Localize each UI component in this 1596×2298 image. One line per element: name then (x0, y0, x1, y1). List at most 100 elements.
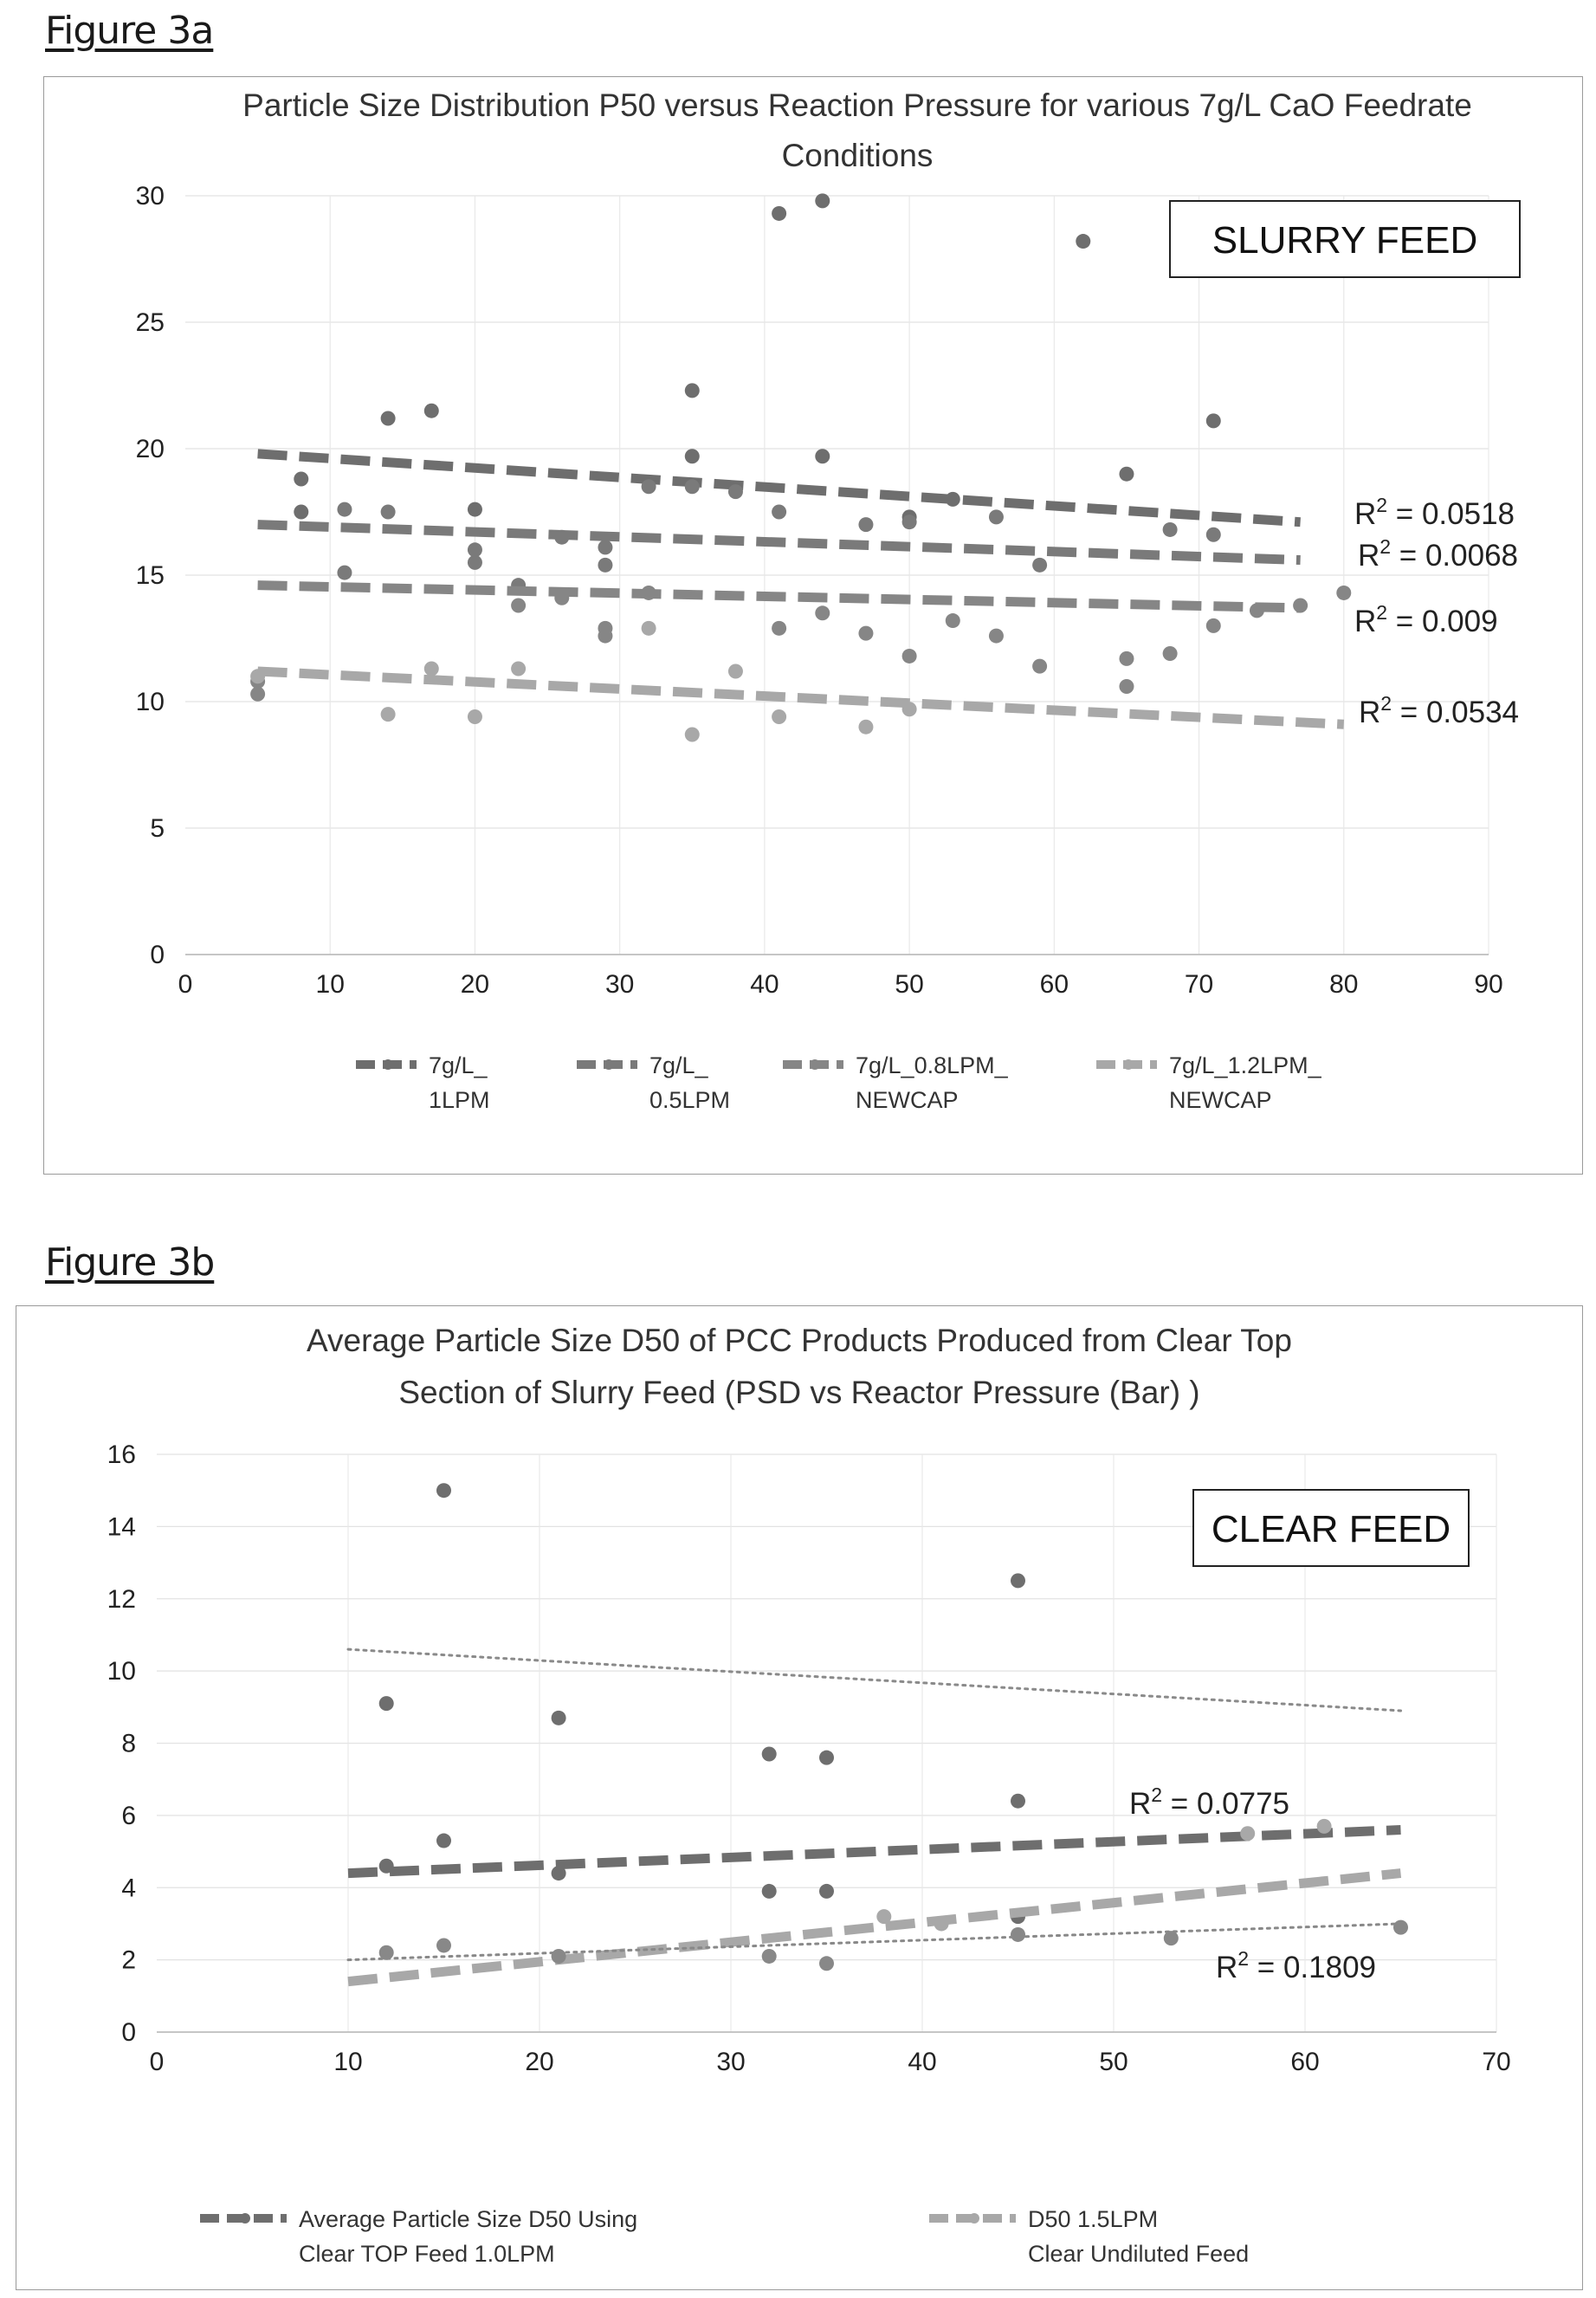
feed-box-label: SLURRY FEED (1212, 219, 1477, 262)
data-point (294, 471, 309, 487)
data-point (641, 479, 656, 495)
data-point (1162, 521, 1178, 537)
data-point (337, 565, 352, 580)
data-point (684, 479, 700, 495)
data-point (1032, 658, 1048, 674)
data-point (761, 1948, 777, 1964)
x-tick-label: 70 (1185, 970, 1213, 999)
data-point (1011, 1793, 1025, 1809)
legend-label: 7g/L_1.2LPM_ (1169, 1052, 1322, 1078)
data-point (945, 613, 960, 629)
legend-label: 7g/L_0.8LPM_ (856, 1052, 1009, 1078)
y-tick-label: 8 (121, 1730, 136, 1758)
data-point (551, 1948, 566, 1964)
data-point (551, 1866, 566, 1881)
data-point (815, 193, 830, 209)
y-tick-label: 12 (107, 1585, 136, 1614)
data-point (1393, 1919, 1408, 1935)
data-point (436, 1483, 451, 1499)
trendline (257, 580, 1301, 613)
x-tick-label: 50 (895, 970, 923, 999)
data-point (598, 620, 613, 636)
legend-marker (383, 1059, 393, 1070)
x-tick-label: 40 (750, 970, 779, 999)
data-point (423, 403, 439, 418)
chart-panel-3a: Particle Size Distribution P50 versus Re… (43, 76, 1583, 1175)
r-squared-label: R2 = 0.0518 (1354, 494, 1515, 531)
legend-label: 1LPM (429, 1087, 490, 1113)
data-point (988, 628, 1004, 644)
x-tick-label: 20 (461, 970, 489, 999)
data-point (1011, 1573, 1025, 1589)
figure-3a-label: Figure 3a (45, 9, 214, 53)
legend-marker (240, 2213, 250, 2224)
data-point (250, 669, 266, 684)
data-point (467, 542, 482, 558)
data-point (761, 1883, 777, 1899)
x-tick-label: 70 (1482, 2048, 1510, 2076)
data-point (337, 502, 352, 517)
legend-marker (969, 2213, 979, 2224)
data-point (378, 1858, 394, 1874)
data-point (1316, 1818, 1332, 1834)
x-tick-label: 10 (316, 970, 345, 999)
data-point (598, 540, 613, 555)
y-tick-label: 10 (136, 688, 165, 716)
legend-label: Average Particle Size D50 Using (299, 2206, 637, 2232)
data-point (554, 590, 570, 605)
data-point (1011, 1926, 1025, 1942)
legend-marker (1123, 1059, 1134, 1070)
data-point (684, 383, 700, 398)
legend-marker (810, 1059, 820, 1070)
data-point (772, 620, 787, 636)
data-point (772, 709, 787, 725)
x-tick-label: 30 (605, 970, 634, 999)
data-point (598, 557, 613, 573)
chart-title-line: Average Particle Size D50 of PCC Product… (307, 1323, 1292, 1358)
y-tick-label: 5 (150, 814, 165, 843)
data-point (772, 504, 787, 520)
data-point (554, 529, 570, 545)
data-point (945, 491, 960, 507)
data-point (250, 686, 266, 702)
data-point (294, 504, 309, 520)
legend-label: Clear Undiluted Feed (1028, 2241, 1249, 2267)
y-tick-label: 25 (136, 308, 165, 337)
data-point (988, 509, 1004, 525)
r-squared-label: R2 = 0.0534 (1359, 692, 1519, 729)
data-point (511, 598, 527, 613)
data-point (1336, 585, 1352, 600)
y-tick-label: 15 (136, 561, 165, 590)
data-point (1119, 651, 1134, 666)
data-point (684, 449, 700, 464)
x-tick-label: 10 (333, 2048, 362, 2076)
x-tick-label: 80 (1329, 970, 1358, 999)
data-point (761, 1746, 777, 1762)
data-point (901, 702, 917, 717)
y-tick-label: 10 (107, 1657, 136, 1686)
data-point (1205, 527, 1221, 542)
data-point (1119, 678, 1134, 694)
data-point (1293, 598, 1308, 613)
data-point (819, 1956, 834, 1971)
y-tick-label: 30 (136, 182, 165, 210)
data-point (1240, 1826, 1256, 1842)
figure-3b-label: Figure 3b (45, 1240, 215, 1285)
x-tick-label: 90 (1474, 970, 1502, 999)
data-point (819, 1750, 834, 1765)
y-tick-label: 4 (121, 1874, 136, 1902)
data-point (1032, 557, 1048, 573)
x-tick-label: 0 (178, 970, 193, 999)
trendline (257, 449, 1301, 528)
r-squared-label: R2 = 0.0775 (1129, 1783, 1289, 1821)
data-point (901, 515, 917, 530)
chart-title-line: Section of Slurry Feed (PSD vs Reactor P… (398, 1375, 1199, 1410)
data-point (380, 504, 396, 520)
chart-panel-3b: Average Particle Size D50 of PCC Product… (16, 1305, 1583, 2290)
data-point (1076, 234, 1091, 249)
x-tick-label: 0 (150, 2048, 165, 2076)
data-point (467, 502, 482, 517)
trendline (347, 1825, 1401, 1879)
x-tick-label: 40 (908, 2048, 936, 2076)
data-point (858, 719, 874, 735)
